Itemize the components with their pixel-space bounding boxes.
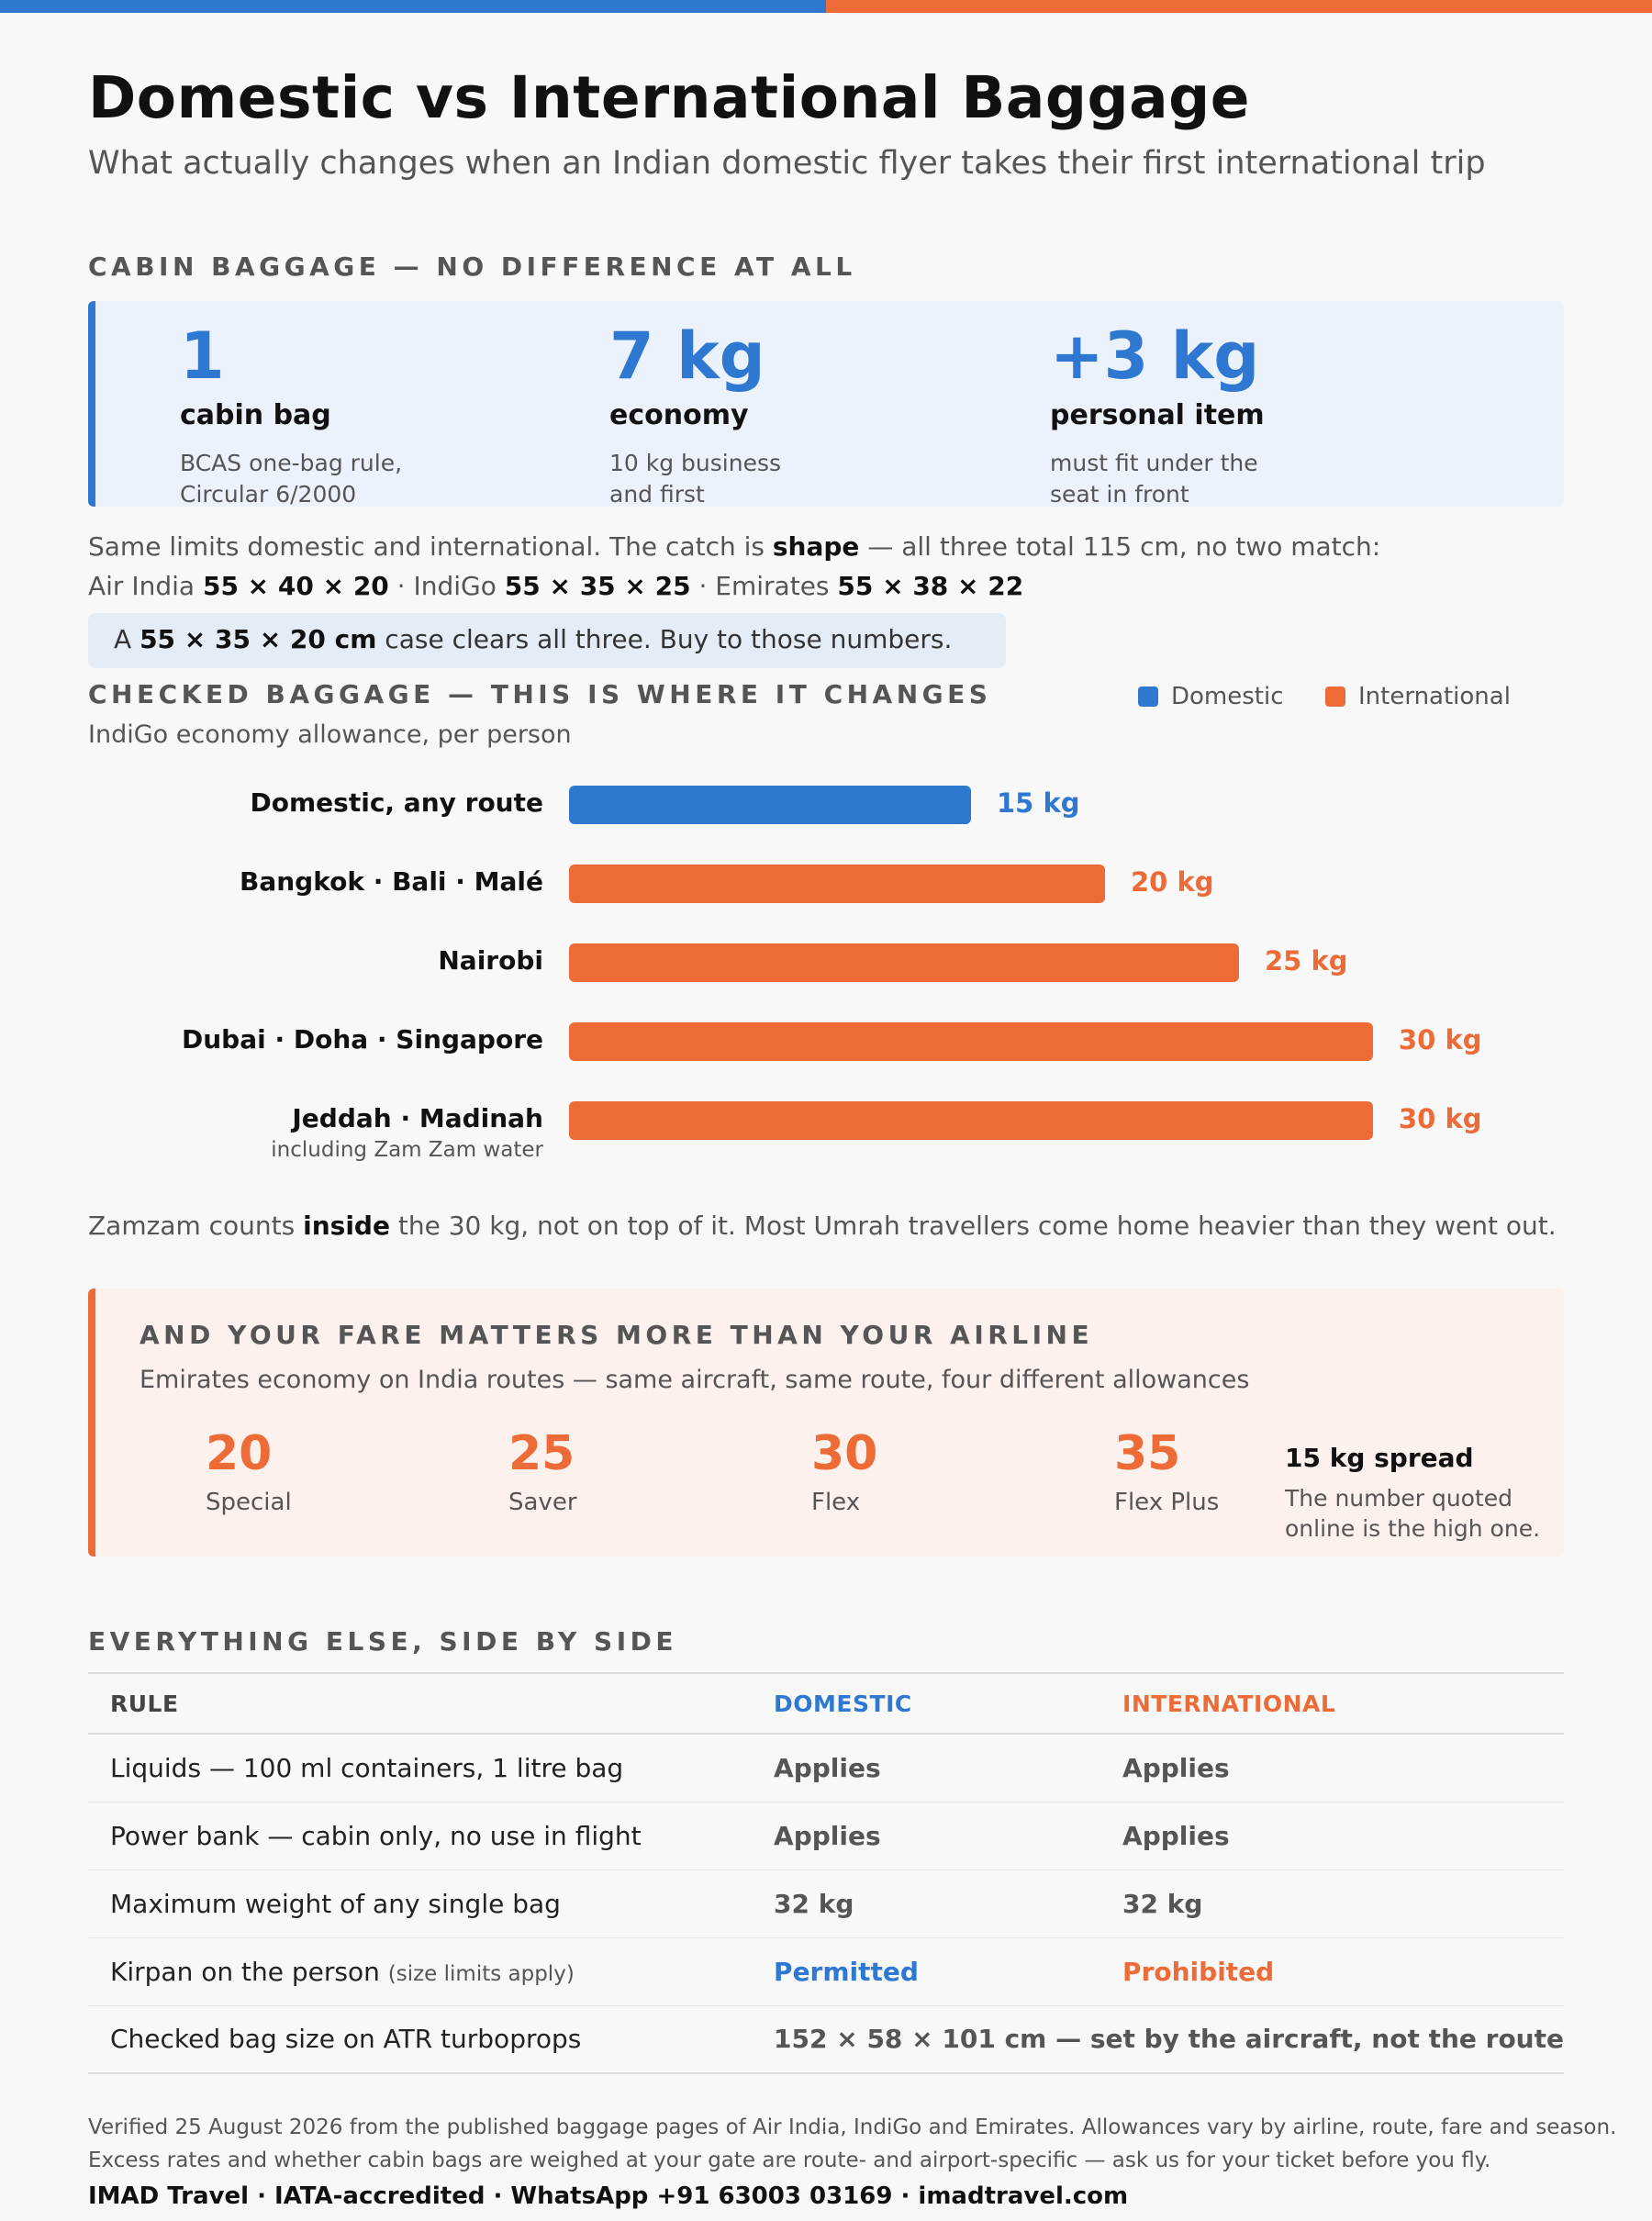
stat-number: 1 bbox=[180, 318, 225, 394]
table-row: Kirpan on the person (size limits apply)… bbox=[88, 1937, 1564, 2006]
legend-domestic: Domestic bbox=[1138, 683, 1284, 710]
bar bbox=[569, 786, 971, 824]
checked-subheading: IndiGo economy allowance, per person bbox=[88, 720, 572, 749]
bar-value-label: 25 kg bbox=[1265, 945, 1348, 977]
bar bbox=[569, 1101, 1373, 1140]
zamzam-note: Zamzam counts inside the 30 kg, not on t… bbox=[88, 1211, 1557, 1241]
stat-desc: must fit under the seat in front bbox=[1050, 449, 1258, 508]
stat-economy: 7 kg economy 10 kg business and first bbox=[609, 319, 781, 510]
kirpan-international: Prohibited bbox=[1122, 1937, 1564, 2006]
stat-number: +3 kg bbox=[1050, 318, 1260, 394]
stat-desc: 10 kg business and first bbox=[609, 449, 782, 508]
spread-title: 15 kg spread bbox=[1285, 1443, 1474, 1473]
comparison-table: RULE DOMESTIC INTERNATIONAL Liquids — 10… bbox=[88, 1672, 1564, 2074]
legend-international: International bbox=[1325, 683, 1511, 710]
footer-brand: IMAD Travel · IATA-accredited · WhatsApp… bbox=[88, 2182, 1129, 2210]
top-accent-bar bbox=[0, 0, 1652, 13]
fare-subheading: Emirates economy on India routes — same … bbox=[140, 1366, 1250, 1394]
bar-category-label: Jeddah · Madinah bbox=[292, 1103, 543, 1133]
table-row: Liquids — 100 ml containers, 1 litre bag… bbox=[88, 1734, 1564, 1802]
cabin-heading: CABIN BAGGAGE — NO DIFFERENCE AT ALL bbox=[88, 251, 856, 282]
table-heading: EVERYTHING ELSE, SIDE BY SIDE bbox=[88, 1626, 677, 1657]
fare-saver: 25 Saver bbox=[508, 1426, 577, 1516]
stat-desc: BCAS one-bag rule, Circular 6/2000 bbox=[180, 449, 403, 508]
stat-number: 7 kg bbox=[609, 318, 765, 394]
fare-spread: 15 kg spread The number quoted online is … bbox=[1285, 1443, 1540, 1544]
kirpan-domestic: Permitted bbox=[774, 1937, 1123, 2006]
bar-category-label: Nairobi bbox=[438, 945, 543, 976]
bar bbox=[569, 943, 1239, 982]
footer-line-2: Excess rates and whether cabin bags are … bbox=[88, 2148, 1491, 2173]
fare-special: 20 Special bbox=[206, 1426, 292, 1516]
bar bbox=[569, 1022, 1373, 1061]
cabin-tip-box: A 55 × 35 × 20 cm case clears all three.… bbox=[88, 613, 1006, 668]
stat-label: personal item bbox=[1050, 398, 1265, 431]
footer: Verified 25 August 2026 from the publish… bbox=[88, 2111, 1616, 2215]
bar-category-label: Domestic, any route bbox=[250, 787, 543, 818]
col-domestic: DOMESTIC bbox=[774, 1672, 1123, 1735]
stat-label: economy bbox=[609, 398, 749, 431]
footer-line-1: Verified 25 August 2026 from the publish… bbox=[88, 2115, 1617, 2139]
bar-value-label: 20 kg bbox=[1131, 866, 1214, 898]
stat-personal-item: +3 kg personal item must fit under the se… bbox=[1050, 319, 1265, 510]
table-row: Maximum weight of any single bag 32 kg 3… bbox=[88, 1869, 1564, 1938]
legend-swatch bbox=[1325, 686, 1345, 707]
fare-flex-plus: 35 Flex Plus bbox=[1114, 1426, 1220, 1516]
bar-value-label: 15 kg bbox=[997, 787, 1080, 819]
page-subtitle: What actually changes when an Indian dom… bbox=[88, 145, 1486, 182]
stat-cabin-bag: 1 cabin bag BCAS one-bag rule, Circular 6… bbox=[180, 319, 402, 510]
cabin-shape-note: Same limits domestic and international. … bbox=[88, 531, 1381, 602]
page-title: Domestic vs International Baggage bbox=[88, 64, 1250, 131]
cabin-stats-box: 1 cabin bag BCAS one-bag rule, Circular 6… bbox=[88, 301, 1564, 510]
bar-category-note: including Zam Zam water bbox=[271, 1138, 543, 1162]
col-rule: RULE bbox=[88, 1672, 775, 1735]
fare-box: AND YOUR FARE MATTERS MORE THAN YOUR AIR… bbox=[88, 1289, 1564, 1557]
bar-value-label: 30 kg bbox=[1399, 1024, 1482, 1055]
legend-swatch bbox=[1138, 686, 1158, 707]
fare-flex: 30 Flex bbox=[811, 1426, 878, 1516]
checked-heading: CHECKED BAGGAGE — THIS IS WHERE IT CHANG… bbox=[88, 679, 992, 709]
spread-desc: The number quoted online is the high one. bbox=[1285, 1485, 1541, 1542]
table-row: Checked bag size on ATR turboprops 152 ×… bbox=[88, 2005, 1564, 2074]
col-international: INTERNATIONAL bbox=[1122, 1672, 1564, 1735]
stat-label: cabin bag bbox=[180, 398, 331, 431]
bar bbox=[569, 865, 1105, 903]
bar-category-label: Dubai · Doha · Singapore bbox=[182, 1024, 543, 1055]
bar-category-label: Bangkok · Bali · Malé bbox=[240, 866, 543, 897]
table-header-row: RULE DOMESTIC INTERNATIONAL bbox=[88, 1672, 1564, 1735]
size-limit-note: (size limits apply) bbox=[387, 1961, 575, 1986]
fare-heading: AND YOUR FARE MATTERS MORE THAN YOUR AIR… bbox=[140, 1320, 1094, 1350]
table-row: Power bank — cabin only, no use in fligh… bbox=[88, 1802, 1564, 1870]
bar-value-label: 30 kg bbox=[1399, 1103, 1482, 1134]
